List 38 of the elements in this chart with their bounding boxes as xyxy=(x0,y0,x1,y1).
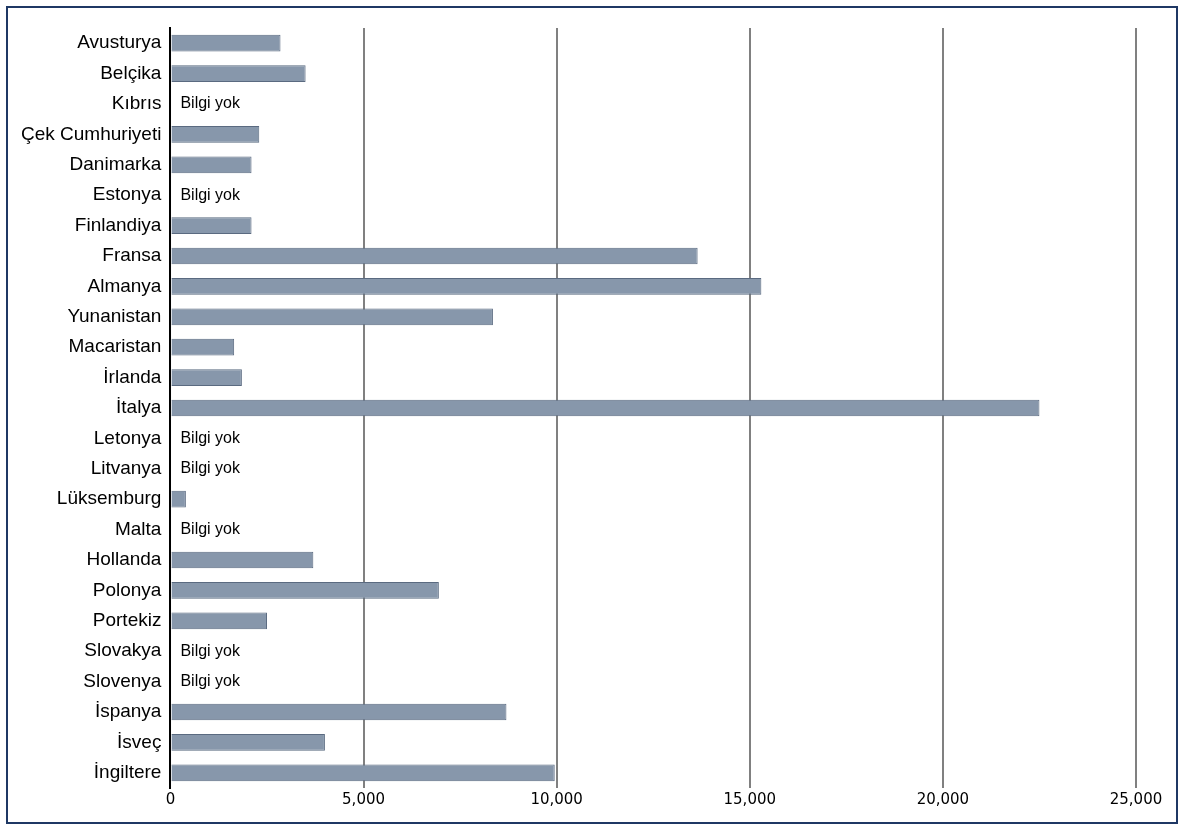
y-tick-label: İngiltere xyxy=(93,761,162,783)
y-tick-label: Slovenya xyxy=(83,669,162,691)
y-tick-label: İsveç xyxy=(117,730,162,752)
y-tick-label: Yunanistan xyxy=(67,305,162,327)
y-tick-label: Belçika xyxy=(100,61,162,83)
y-tick-label: Portekiz xyxy=(92,609,162,631)
y-tick-label: Macaristan xyxy=(68,335,162,357)
text: Bilgi yok xyxy=(180,520,241,538)
x-tick-label: 15,000 xyxy=(723,789,777,808)
x-tick-label: 10,000 xyxy=(530,789,583,808)
y-tick-label: Kıbrıs xyxy=(111,92,162,114)
y-tick-label: Danimarka xyxy=(69,153,162,175)
y-tick-label: Lüksemburg xyxy=(56,487,162,509)
y-tick-label: Avusturya xyxy=(77,31,162,53)
text: Bilgi yok xyxy=(180,672,241,690)
x-tick-label: 25,000 xyxy=(1109,789,1163,808)
y-tick-label: İtalya xyxy=(116,396,162,418)
text: Bilgi yok xyxy=(180,641,241,659)
y-tick-label: Fransa xyxy=(102,244,162,266)
y-tick-label: İrlanda xyxy=(103,365,162,387)
y-tick-label: Hollanda xyxy=(86,548,162,570)
y-tick-label: Almanya xyxy=(87,274,162,296)
text: Bilgi yok xyxy=(180,94,241,112)
y-tick-label: Malta xyxy=(114,517,162,539)
x-tick-label: 5,000 xyxy=(342,789,386,808)
x-tick-label: 0 xyxy=(165,789,176,808)
text: Bilgi yok xyxy=(180,459,241,477)
y-tick-label: Polonya xyxy=(92,578,162,600)
y-tick-label: İspanya xyxy=(94,700,162,722)
text: Bilgi yok xyxy=(180,185,241,203)
x-tick-label: 20,000 xyxy=(916,789,970,808)
text: Bilgi yok xyxy=(180,428,241,446)
y-tick-label: Estonya xyxy=(92,183,162,205)
y-tick-label: Finlandiya xyxy=(74,213,162,235)
y-tick-label: Slovakya xyxy=(84,639,162,661)
y-tick-label: Letonya xyxy=(93,426,162,448)
y-tick-label: Çek Cumhuriyeti xyxy=(20,122,162,144)
y-tick-label: Litvanya xyxy=(90,457,162,479)
